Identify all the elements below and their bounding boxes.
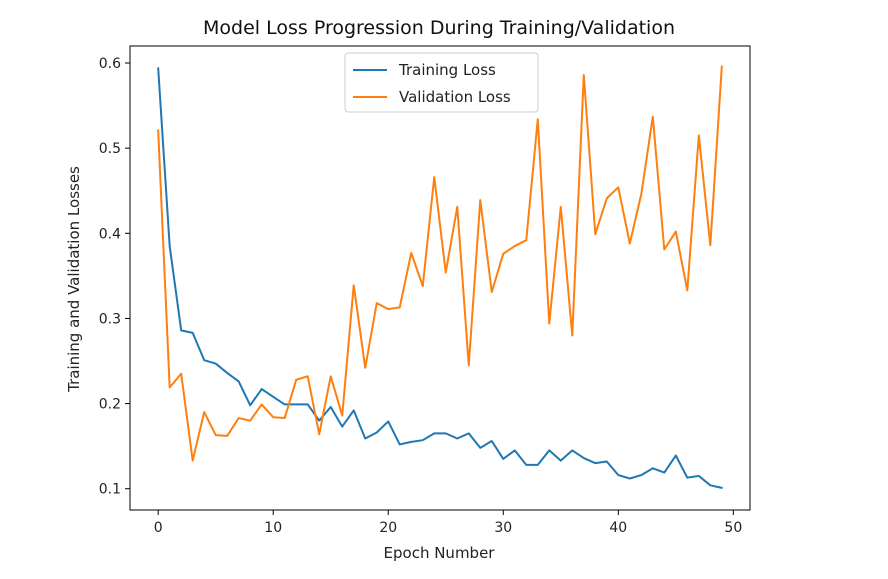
- series-line-training-loss: [157, 67, 723, 489]
- plot-area: [129, 45, 751, 511]
- x-tick-label: 20: [379, 520, 397, 536]
- y-tick-label: 0.3: [99, 311, 121, 327]
- legend-label-validation-loss: Validation Loss: [399, 88, 511, 106]
- chart-title: Model Loss Progression During Training/V…: [203, 17, 675, 39]
- x-tick-label: 40: [609, 520, 627, 536]
- series-line-validation-loss: [157, 65, 723, 462]
- y-axis-title: Training and Validation Losses: [65, 166, 83, 393]
- legend-label-training-loss: Training Loss: [398, 61, 496, 79]
- x-axis-title: Epoch Number: [384, 544, 496, 562]
- y-axis: 0.1 0.2 0.3 0.4 0.5 0.6: [99, 56, 130, 498]
- x-tick-label: 10: [264, 520, 282, 536]
- plot-frame: [129, 45, 751, 511]
- y-tick-label: 0.1: [99, 482, 121, 498]
- x-axis: 0 10 20 30 40 50: [154, 510, 742, 536]
- x-tick-label: 50: [724, 520, 742, 536]
- y-tick-label: 0.2: [99, 397, 121, 413]
- legend-box: [344, 52, 539, 113]
- y-tick-label: 0.6: [99, 56, 121, 72]
- legend: Training Loss Validation Loss: [344, 52, 539, 113]
- y-tick-label: 0.4: [99, 226, 121, 242]
- x-tick-label: 0: [154, 520, 163, 536]
- x-tick-label: 30: [494, 520, 512, 536]
- y-tick-label: 0.5: [99, 141, 121, 157]
